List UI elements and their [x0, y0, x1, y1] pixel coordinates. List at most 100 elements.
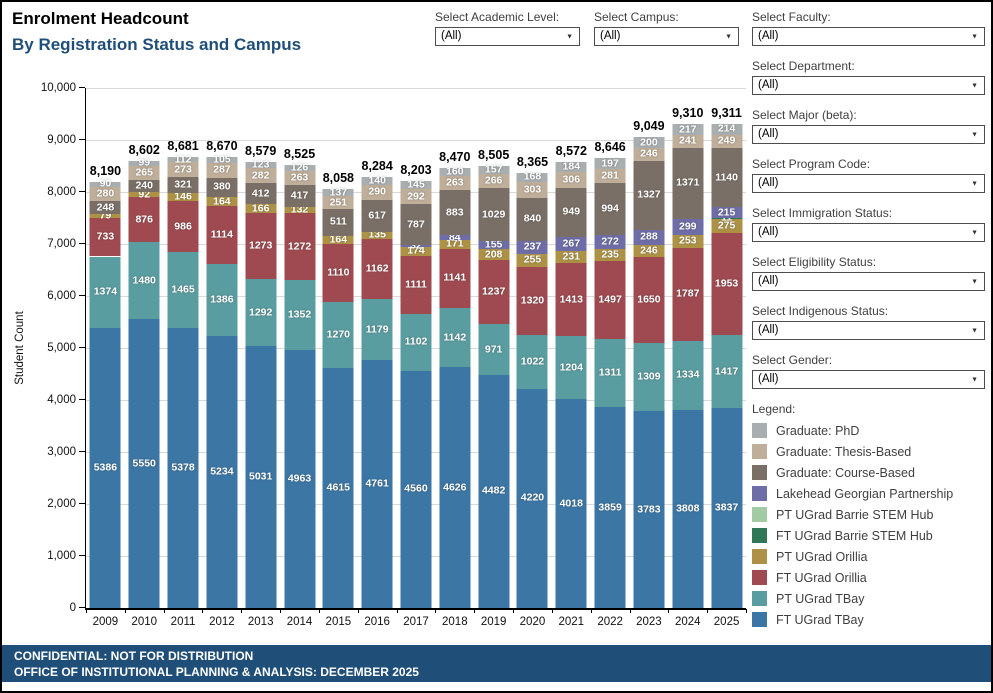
bar-segment-ft-ugrad-tbay[interactable]: 4963	[284, 349, 316, 608]
bar-segment-pt-ugrad-tbay[interactable]: 1309	[633, 343, 665, 412]
bar-segment-graduate-phd[interactable]: 90	[89, 178, 121, 189]
bar-segment-lakehead-georgian-partnership[interactable]: 32	[400, 240, 432, 251]
bar-2010[interactable]: 5550 1480 876 92 240 265 99 8,602	[129, 88, 160, 608]
bar-segment-graduate-thesis-based[interactable]: 287	[206, 162, 238, 178]
bar-segment-ft-ugrad-orillia[interactable]: 1237	[478, 260, 510, 325]
bar-segment-graduate-phd[interactable]: 200	[633, 137, 665, 148]
bar-segment-graduate-thesis-based[interactable]: 292	[400, 189, 432, 205]
bar-2014[interactable]: 4963 1352 1272 132 417 263 126 8,525	[284, 88, 315, 608]
filter-select-select-indigenous-status[interactable]: (All) ▼	[752, 321, 985, 340]
bar-segment-graduate-phd[interactable]: 140	[361, 175, 393, 186]
bar-segment-ft-ugrad-tbay[interactable]: 4560	[400, 370, 432, 608]
bar-segment-ft-ugrad-orillia[interactable]: 1114	[206, 205, 238, 264]
bar-segment-ft-ugrad-orillia[interactable]: 1650	[633, 257, 665, 344]
bar-segment-graduate-phd[interactable]: 112	[167, 154, 199, 165]
filter-select-select-academic-level[interactable]: (All) ▼	[435, 27, 580, 46]
filter-select-select-gender[interactable]: (All) ▼	[752, 370, 985, 389]
bar-segment-pt-ugrad-tbay[interactable]: 1465	[167, 252, 199, 329]
bar-segment-pt-ugrad-tbay[interactable]: 1374	[89, 256, 121, 328]
bar-segment-graduate-course-based[interactable]: 787	[400, 204, 432, 246]
legend-item-pt-ugrad-orillia[interactable]: PT UGrad Orillia	[752, 549, 985, 564]
bar-segment-ft-ugrad-orillia[interactable]: 1413	[555, 263, 587, 337]
bar-segment-graduate-thesis-based[interactable]: 273	[167, 162, 199, 177]
bar-segment-ft-ugrad-orillia[interactable]: 1111	[400, 255, 432, 314]
bar-segment-graduate-course-based[interactable]: 511	[322, 209, 354, 236]
bar-segment-ft-ugrad-orillia[interactable]: 1787	[672, 247, 704, 341]
bar-2025[interactable]: 3837141719532751121511402492149,311	[711, 88, 743, 608]
bar-segment-graduate-thesis-based[interactable]: 241	[672, 135, 704, 148]
bar-segment-ft-ugrad-orillia[interactable]: 986	[167, 200, 199, 253]
bar-segment-graduate-course-based[interactable]: 240	[128, 179, 160, 193]
bar-segment-ft-ugrad-tbay[interactable]: 5031	[245, 346, 277, 608]
bar-segment-ft-ugrad-orillia[interactable]: 1141	[439, 248, 471, 309]
bar-segment-pt-ugrad-orillia[interactable]: 166	[245, 203, 277, 214]
bar-2018[interactable]: 4626 1142 1141 171 84 883 263 160 8,470	[439, 88, 470, 608]
bar-2022[interactable]: 3859 1311 1497 235 272 994 281 197 8,646	[594, 88, 626, 608]
bar-segment-ft-ugrad-tbay[interactable]: 4482	[478, 374, 510, 608]
bar-segment-graduate-thesis-based[interactable]: 246	[633, 147, 665, 161]
bar-segment-graduate-phd[interactable]: 157	[478, 164, 510, 175]
bar-segment-graduate-course-based[interactable]: 617	[361, 199, 393, 232]
legend-item-graduate-phd[interactable]: Graduate: PhD	[752, 423, 985, 438]
bar-segment-graduate-thesis-based[interactable]: 306	[555, 171, 587, 188]
bar-2019[interactable]: 4482 971 1237 208 155 1029 266 157 8,505	[478, 88, 509, 608]
bar-segment-ft-ugrad-tbay[interactable]: 3859	[594, 407, 626, 608]
bar-2015[interactable]: 4615 1270 1110 164 511 251 137 8,058	[323, 88, 354, 608]
bar-segment-pt-ugrad-orillia[interactable]: 132	[284, 204, 316, 215]
bar-segment-graduate-course-based[interactable]: 1029	[478, 187, 510, 242]
bar-segment-pt-ugrad-orillia[interactable]: 92	[128, 189, 160, 200]
bar-segment-graduate-thesis-based[interactable]: 263	[284, 171, 316, 185]
bar-segment-lakehead-georgian-partnership[interactable]: 267	[555, 237, 587, 251]
bar-segment-ft-ugrad-tbay[interactable]: 3837	[711, 408, 743, 608]
bar-segment-ft-ugrad-orillia[interactable]: 876	[128, 196, 160, 243]
bar-segment-pt-ugrad-tbay[interactable]: 1179	[361, 299, 393, 361]
bar-2009[interactable]: 5386 1374 733 79 248 280 90 8,190	[90, 88, 121, 608]
bar-segment-lakehead-georgian-partnership[interactable]: 272	[594, 234, 626, 250]
bar-segment-graduate-phd[interactable]: 99	[128, 157, 160, 168]
bar-segment-ft-ugrad-orillia[interactable]: 1953	[711, 233, 743, 335]
bar-segment-graduate-course-based[interactable]: 840	[516, 197, 548, 242]
bar-segment-ft-ugrad-tbay[interactable]: 5386	[89, 327, 121, 608]
bar-segment-graduate-phd[interactable]: 168	[516, 171, 548, 182]
bar-segment-ft-ugrad-tbay[interactable]: 4761	[361, 360, 393, 608]
bar-segment-graduate-course-based[interactable]: 417	[284, 184, 316, 207]
bar-segment-graduate-thesis-based[interactable]: 251	[322, 196, 354, 210]
bar-segment-graduate-phd[interactable]: 184	[555, 161, 587, 172]
bar-segment-pt-ugrad-tbay[interactable]: 1311	[594, 339, 626, 408]
bar-segment-pt-ugrad-orillia[interactable]: 146	[167, 191, 199, 202]
bar-segment-lakehead-georgian-partnership[interactable]: 288	[633, 229, 665, 245]
bar-segment-graduate-phd[interactable]: 160	[439, 166, 471, 177]
bar-segment-pt-ugrad-tbay[interactable]: 1270	[322, 302, 354, 369]
bar-2024[interactable]: 3808 1334 1787 253 299 1371 241 217 9,310	[672, 88, 703, 608]
bar-segment-ft-ugrad-orillia[interactable]: 1497	[594, 261, 626, 340]
bar-segment-graduate-course-based[interactable]: 248	[89, 201, 121, 215]
bar-2020[interactable]: 4220 1022 1320 255 237 840 303 168 8,365	[517, 88, 548, 608]
bar-segment-graduate-thesis-based[interactable]: 303	[516, 181, 548, 198]
bar-segment-graduate-phd[interactable]: 105	[206, 154, 238, 165]
bar-segment-ft-ugrad-tbay[interactable]: 4626	[439, 367, 471, 608]
legend-item-pt-ugrad-barrie-stem-hub[interactable]: PT UGrad Barrie STEM Hub	[752, 507, 985, 522]
bar-segment-graduate-course-based[interactable]: 994	[594, 183, 626, 235]
bar-segment-lakehead-georgian-partnership[interactable]: 215	[711, 207, 743, 219]
bar-segment-pt-ugrad-tbay[interactable]: 1480	[128, 242, 160, 320]
bar-segment-ft-ugrad-orillia[interactable]: 1273	[245, 213, 277, 280]
bar-segment-lakehead-georgian-partnership[interactable]: 155	[478, 239, 510, 250]
bar-segment-ft-ugrad-orillia[interactable]: 1272	[284, 213, 316, 280]
filter-select-select-department[interactable]: (All) ▼	[752, 76, 985, 95]
bar-segment-graduate-thesis-based[interactable]: 266	[478, 173, 510, 188]
bar-2021[interactable]: 4018 1204 1413 231 267 949 306 184 8,572	[556, 88, 587, 608]
bar-2017[interactable]: 4560 1102 1111 174 32 787 292 145 8,203	[400, 88, 432, 608]
filter-select-select-campus[interactable]: (All) ▼	[594, 27, 739, 46]
bar-segment-graduate-phd[interactable]: 145	[400, 179, 432, 190]
bar-segment-ft-ugrad-tbay[interactable]: 4220	[516, 388, 548, 608]
bar-segment-pt-ugrad-orillia[interactable]: 208	[478, 249, 510, 261]
bar-segment-pt-ugrad-tbay[interactable]: 1204	[555, 336, 587, 400]
bar-segment-graduate-course-based[interactable]: 412	[245, 182, 277, 205]
bar-segment-graduate-phd[interactable]: 214	[711, 123, 743, 135]
bar-2023[interactable]: 3783 1309 1650 246 288 1327 246 200 9,049	[633, 88, 665, 608]
bar-segment-pt-ugrad-orillia[interactable]: 164	[322, 234, 354, 245]
bar-segment-pt-ugrad-orillia[interactable]: 174	[400, 245, 432, 256]
bar-segment-graduate-thesis-based[interactable]: 281	[594, 168, 626, 184]
bar-segment-ft-ugrad-orillia[interactable]: 1162	[361, 238, 393, 300]
bar-segment-pt-ugrad-orillia[interactable]: 253	[672, 234, 704, 248]
